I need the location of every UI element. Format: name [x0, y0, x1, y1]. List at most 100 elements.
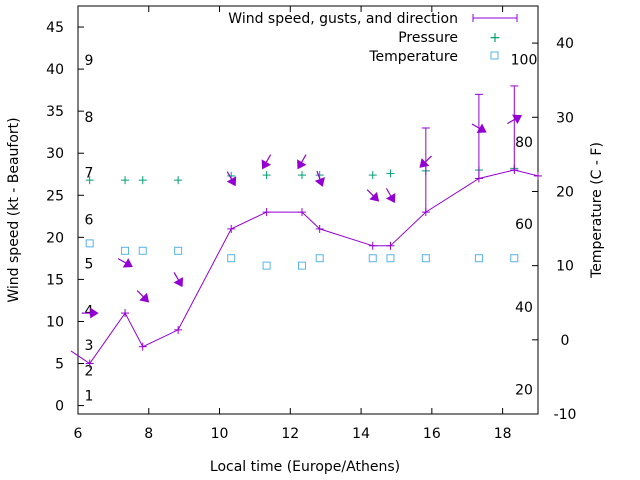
legend: Wind speed, gusts, and direction Pressur…: [228, 11, 518, 65]
beaufort-label: 7: [85, 166, 94, 182]
y-tick-label: 10: [46, 314, 64, 330]
pressure-point: [262, 171, 271, 180]
wind-direction-arrow: [507, 114, 523, 125]
temperature-point: [121, 246, 130, 255]
y-tick-label: 40: [46, 62, 64, 78]
temperature-point: [174, 246, 183, 255]
pressure-point: [368, 171, 377, 180]
fahrenheit-label: 100: [511, 52, 538, 68]
temperature-point: [85, 239, 94, 248]
beaufort-label: 5: [85, 256, 94, 272]
beaufort-label: 3: [85, 338, 94, 354]
wind-direction-arrow: [81, 307, 99, 319]
legend-swatch-pressure: +: [489, 30, 501, 46]
temperature-point: [421, 254, 430, 263]
x-tick-label: 18: [494, 426, 512, 442]
wind-direction-arrow: [173, 272, 184, 288]
y-tick-label: 30: [46, 146, 64, 162]
wind-point: [121, 309, 130, 318]
temperature-point: [474, 254, 483, 263]
beaufort-label: 4: [85, 304, 94, 320]
fahrenheit-label: 80: [515, 135, 533, 151]
temperature-point: [262, 261, 271, 270]
x-axis-label: Local time (Europe/Athens): [210, 459, 400, 475]
x-tick-label: 16: [423, 426, 441, 442]
temperature-point: [368, 254, 377, 263]
wind-point: [315, 224, 324, 233]
y-tick-label: 5: [55, 357, 64, 373]
temperature-point: [227, 254, 236, 263]
wind-direction-arrow: [261, 154, 272, 170]
grid-and-ticks: 6 8 10 12 14 16 18051015202530354045-100102030…: [46, 6, 576, 442]
x-tick-label: 10: [211, 426, 229, 442]
y2-tick-label: 30: [556, 110, 574, 126]
wind-direction-arrow: [419, 155, 432, 168]
wind-point: [368, 241, 377, 250]
y2-tick-label: 20: [556, 184, 574, 200]
x-tick-label: 14: [352, 426, 370, 442]
y2-tick-label: 10: [556, 259, 574, 275]
pressure-point: [85, 176, 94, 185]
temperature-point: [138, 246, 147, 255]
wind-point: [262, 208, 271, 217]
wind-direction-arrow: [314, 170, 325, 187]
y-tick-label: 15: [46, 272, 64, 288]
wind-point: [474, 93, 483, 183]
wind-direction-arrow: [471, 123, 487, 133]
wind-direction-arrow: [297, 154, 307, 170]
fahrenheit-label: 20: [515, 383, 533, 399]
wind-point: [421, 127, 430, 217]
y2-axis-label: Temperature (C - F): [589, 142, 605, 279]
pressure-point: [297, 171, 306, 180]
wind-speed-line: [70, 169, 539, 365]
y-tick-label: 20: [46, 230, 64, 246]
beaufort-labels: 1 2 3 4 5 6 7 8 9: [85, 53, 94, 405]
wind-direction-arrow: [226, 171, 237, 187]
wind-point: [510, 85, 519, 175]
wind-point: [174, 325, 183, 334]
wind-series: [70, 85, 542, 368]
pressure-point: [386, 169, 395, 178]
pressure-point: [121, 176, 130, 185]
pressure-point: [174, 176, 183, 185]
wind-direction-arrow: [136, 290, 150, 303]
y-tick-label: 45: [46, 20, 64, 36]
wind-point: [386, 241, 395, 250]
plot-frame: [77, 5, 539, 415]
fahrenheit-labels: 20 40 60 80 100: [511, 52, 538, 398]
legend-label-wind: Wind speed, gusts, and direction: [228, 11, 458, 27]
y2-tick-label: 40: [556, 36, 574, 52]
wind-point: [85, 359, 94, 368]
y-tick-label: 35: [46, 104, 64, 120]
beaufort-label: 6: [85, 213, 94, 229]
temperature-point: [315, 254, 324, 263]
beaufort-label: 1: [85, 388, 94, 404]
beaufort-label: 2: [85, 363, 94, 379]
direction-arrows: [81, 114, 523, 319]
y-tick-label: 0: [55, 399, 64, 415]
y2-tick-label: 0: [561, 333, 570, 349]
fahrenheit-label: 40: [515, 300, 533, 316]
x-tick-label: 12: [281, 426, 299, 442]
beaufort-label: 8: [85, 110, 94, 126]
y-tick-label: 25: [46, 188, 64, 204]
beaufort-label: 9: [85, 53, 94, 69]
pressure-series: [85, 164, 519, 185]
legend-label-pressure: Pressure: [398, 30, 458, 46]
legend-label-temperature: Temperature: [368, 49, 458, 65]
wind-direction-arrow: [366, 189, 380, 202]
wind-point: [297, 208, 306, 217]
temperature-point: [510, 254, 519, 263]
y2-tick-label: -10: [554, 407, 577, 423]
y-axis-label: Wind speed (kt - Beaufort): [6, 117, 22, 302]
pressure-point: [138, 176, 147, 185]
temperature-series: [85, 239, 519, 270]
fahrenheit-label: 60: [515, 217, 533, 233]
wind-point: [138, 342, 147, 351]
temperature-point: [386, 254, 395, 263]
x-tick-label: 8: [144, 426, 153, 442]
temperature-point: [297, 261, 306, 270]
wind-point: [227, 224, 236, 233]
legend-swatch-temperature: [490, 51, 499, 60]
